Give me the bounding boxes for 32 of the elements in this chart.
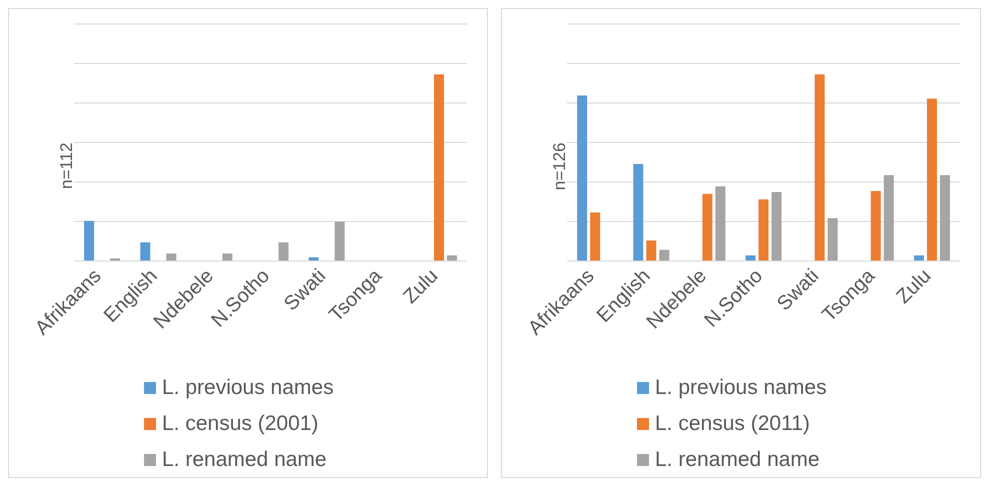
bar — [814, 74, 825, 261]
bar — [84, 220, 94, 261]
y-axis-title: n=126 — [550, 142, 570, 190]
bar — [590, 212, 600, 261]
y-axis-title: n=112 — [57, 142, 76, 189]
bar — [884, 175, 894, 261]
bar — [828, 218, 838, 261]
bar — [926, 98, 937, 261]
bar — [166, 254, 176, 261]
legend-label: L. previous names — [161, 376, 334, 400]
bar — [715, 186, 726, 261]
legend-label: L. previous names — [654, 376, 827, 400]
bar — [646, 240, 656, 261]
bar — [772, 192, 782, 261]
bar — [633, 164, 644, 261]
legend-label: L. renamed name — [654, 448, 820, 472]
x-tick-label: Zulu — [892, 264, 936, 308]
bar — [577, 95, 588, 261]
legend-label: L. census (2001) — [161, 412, 318, 436]
bar — [870, 191, 881, 261]
legend-label: L. census (2011) — [654, 412, 810, 436]
bar — [434, 74, 444, 261]
bar — [940, 175, 950, 261]
legend-label: L. renamed name — [161, 448, 327, 472]
bar — [334, 222, 345, 261]
bar — [659, 250, 670, 261]
bar — [758, 199, 769, 261]
bar — [278, 242, 289, 261]
bar — [222, 254, 232, 261]
bar — [140, 242, 150, 261]
bar — [702, 194, 712, 261]
x-tick-label: Zulu — [399, 264, 442, 308]
